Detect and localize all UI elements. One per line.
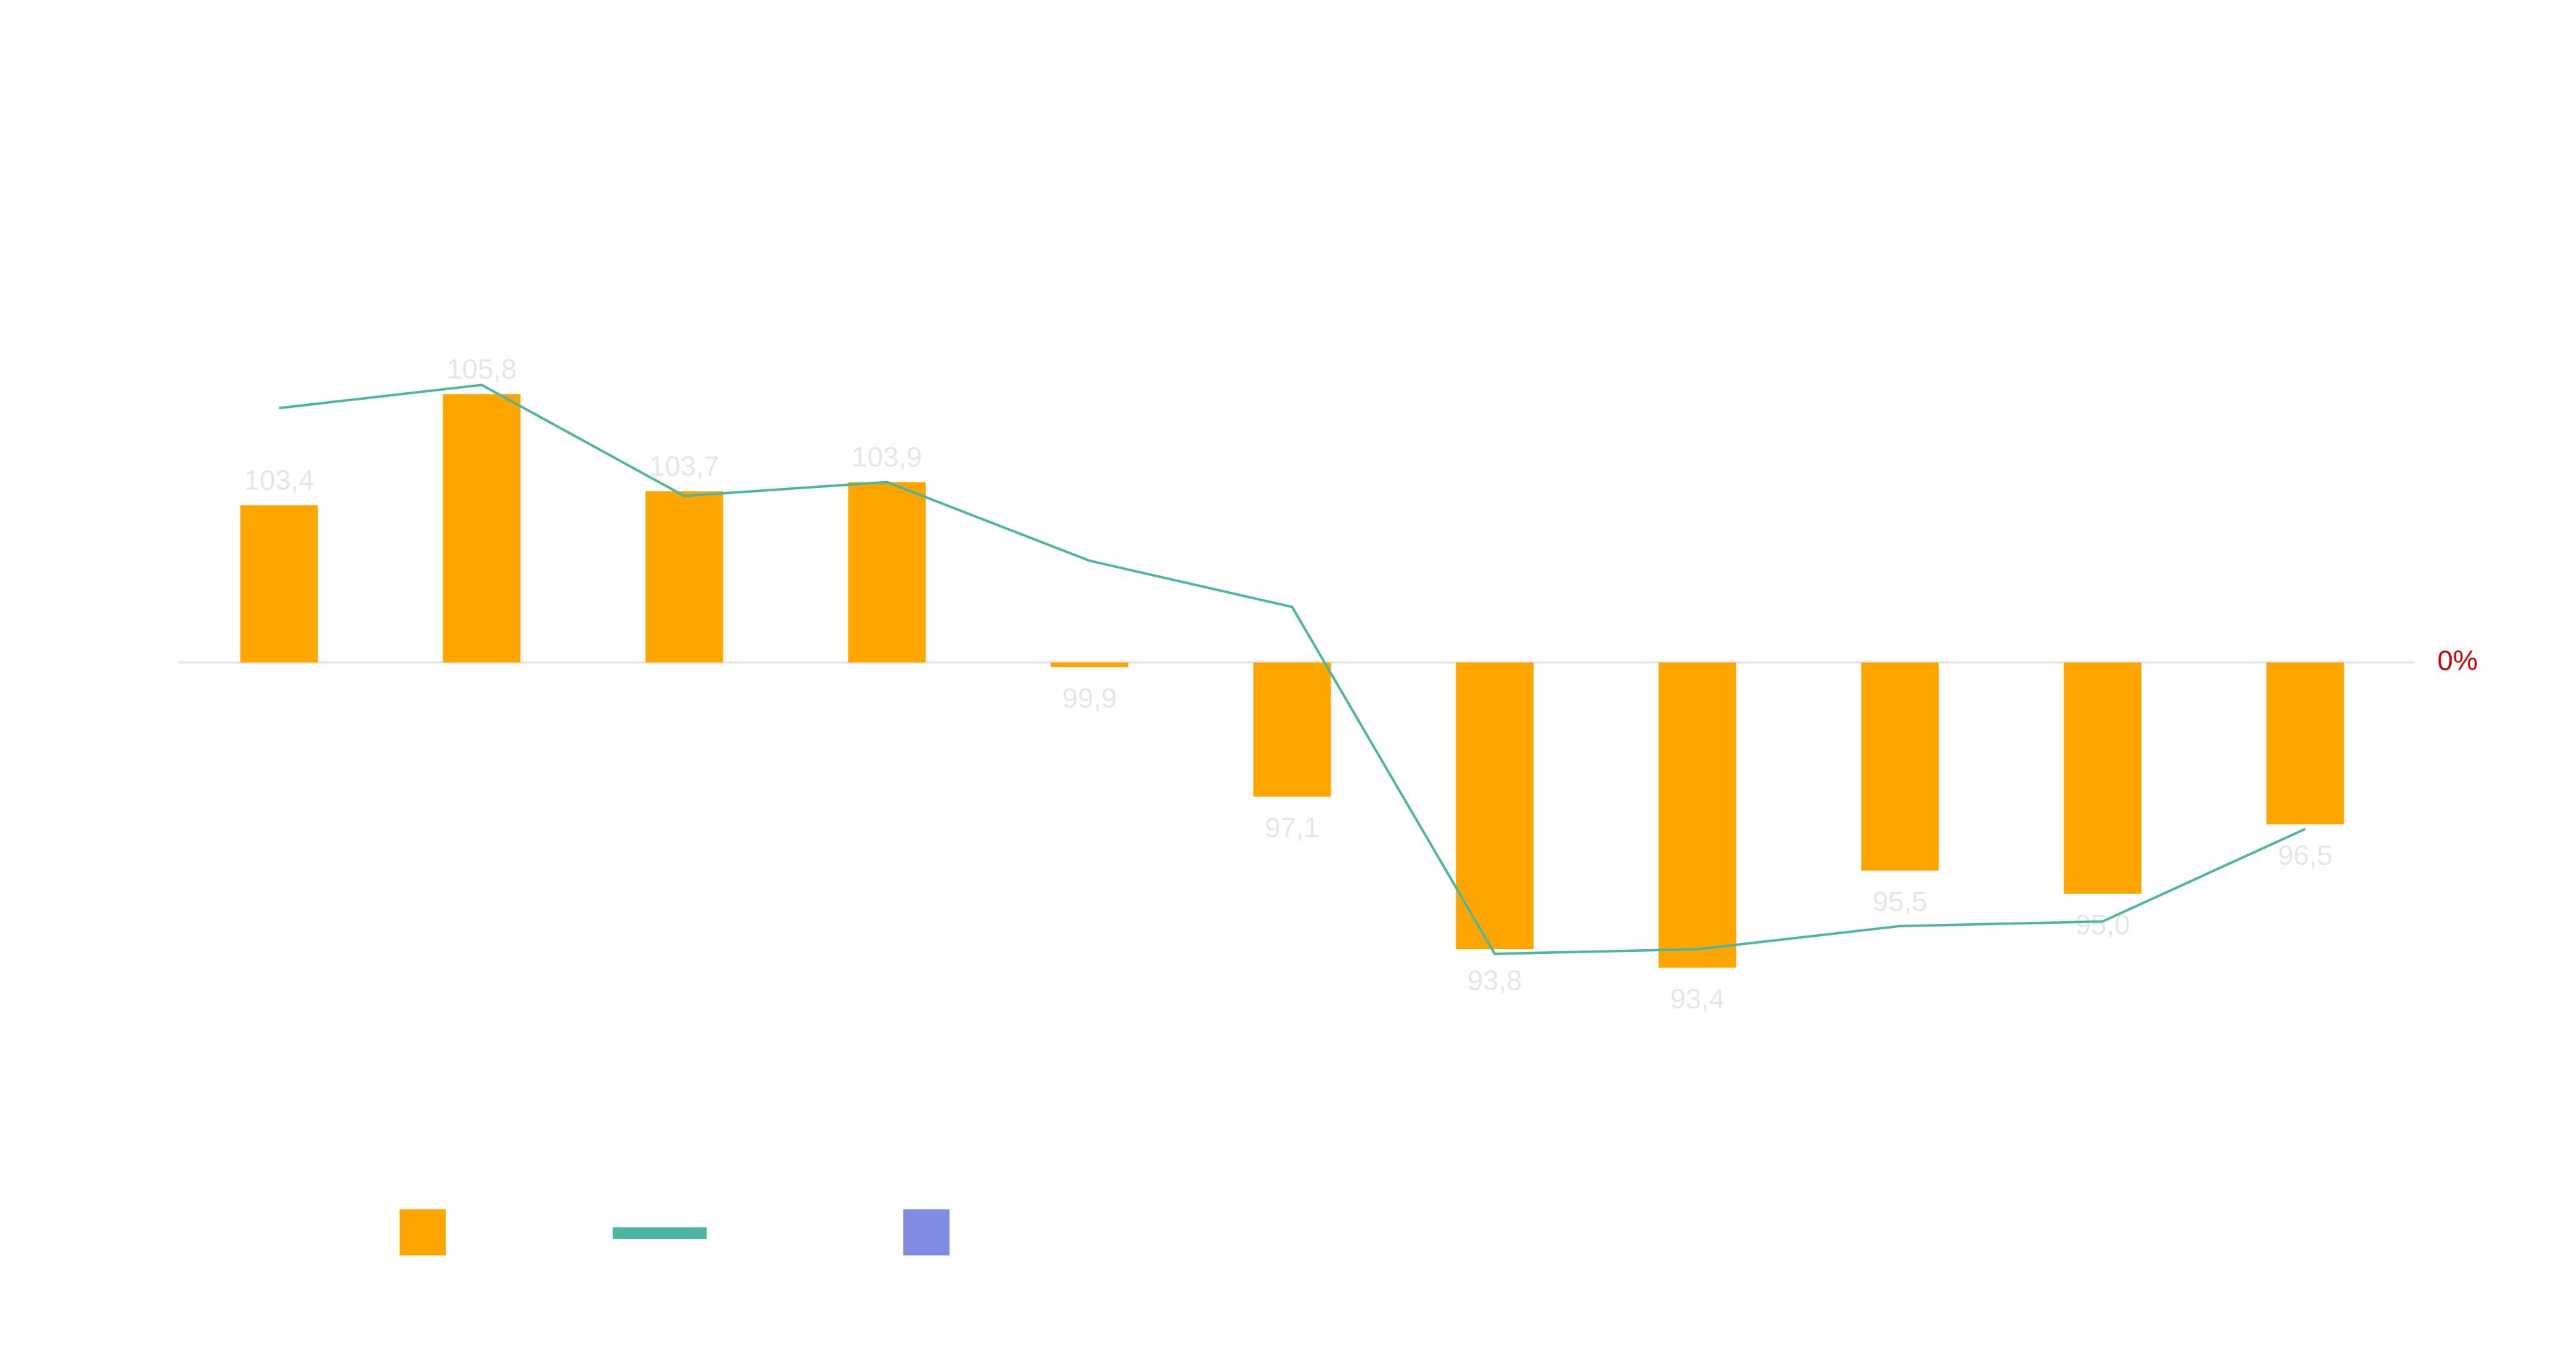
data-label: 95,5: [1872, 886, 1927, 917]
bar: [240, 505, 318, 663]
bar: [1253, 662, 1331, 797]
bar: [645, 491, 723, 663]
legend-swatch: [612, 1227, 707, 1240]
data-label: 93,4: [1670, 983, 1725, 1014]
data-label: 93,8: [1467, 964, 1522, 996]
data-label: 103,4: [244, 464, 314, 495]
data-label: 97,1: [1265, 812, 1320, 843]
legend-swatch: [399, 1209, 446, 1256]
bar: [2266, 662, 2344, 825]
data-label: 96,5: [2278, 840, 2333, 871]
bar: [1861, 662, 1939, 871]
data-label: 103,9: [852, 441, 922, 472]
line: [279, 383, 2306, 955]
data-label: 99,9: [1062, 682, 1117, 713]
data-label: 105,8: [447, 353, 517, 385]
bar: [2064, 662, 2142, 894]
data-label: 103,7: [649, 450, 719, 482]
bar: [1456, 662, 1534, 950]
bar: [443, 394, 521, 663]
bar: [848, 482, 926, 663]
legend-swatch: [903, 1209, 950, 1256]
y-tick-label: 0%: [2437, 644, 2478, 676]
bar: [1051, 662, 1128, 668]
bar: [1658, 662, 1736, 968]
